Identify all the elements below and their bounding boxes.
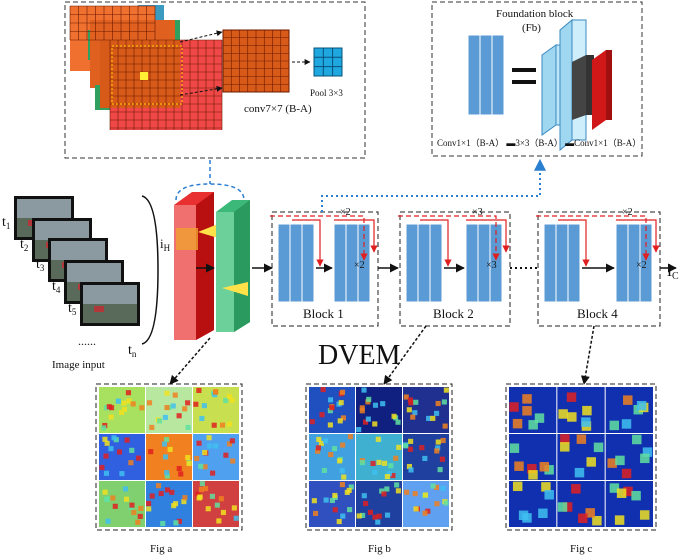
block-repeat-top: ×2	[622, 207, 633, 218]
block-label: Block 1	[303, 306, 344, 321]
stem-yellow-cone-2	[222, 282, 248, 296]
fig-a	[95, 383, 243, 531]
feature-map-figures	[95, 383, 657, 531]
image-input-label: Image input	[52, 359, 105, 371]
block-repeat-inner: ×2	[636, 260, 647, 271]
block-label: Block 4	[577, 306, 618, 321]
block-2: ×3 ×3 Block 2	[398, 207, 511, 327]
pool-grid	[313, 47, 343, 77]
frame-label: t1	[2, 215, 10, 231]
input-frame	[80, 282, 140, 326]
pool-label: Pool 3×3	[310, 88, 343, 98]
frame-label: tn	[128, 343, 137, 359]
stem-red-layer	[174, 192, 214, 340]
to-fig-c-arrow	[580, 325, 595, 385]
block-3: ×2 ×2 Block 4	[536, 207, 661, 327]
block-repeat-top: ×2	[340, 207, 351, 218]
foundation-left-blocks	[467, 34, 505, 116]
frame-label: t3	[36, 257, 45, 273]
fig-c	[505, 383, 657, 531]
foundation-link	[321, 158, 546, 212]
frame-dots: ......	[78, 334, 96, 348]
residual-blocks: ×2 ×2 Block 1 ×3 ×3 Block 2 ×2 ×2 Block 4	[270, 207, 661, 327]
fig-b-label: Fig b	[368, 543, 391, 555]
block-repeat-inner: ×3	[486, 260, 497, 271]
conv-output-grid	[222, 29, 290, 93]
block-label: Block 2	[433, 306, 474, 321]
conv-label: conv7×7 (B-A)	[244, 103, 312, 115]
conv-input-grids	[69, 5, 223, 130]
frame-label: t5	[68, 301, 77, 317]
block-repeat-inner: ×2	[354, 260, 365, 271]
foundation-title: Foundation block	[496, 8, 574, 20]
block-repeat-top: ×3	[472, 207, 483, 218]
to-fig-b-arrow	[383, 325, 427, 385]
fig-b	[305, 383, 453, 531]
frame-label: t2	[20, 237, 28, 253]
frame-label: t4	[52, 279, 61, 295]
fig-c-label: Fig c	[570, 543, 592, 555]
conv-inset-box	[64, 1, 366, 159]
i-c-label: iC	[667, 260, 679, 282]
block-1: ×2 ×2 Block 1	[270, 207, 379, 327]
equals-sign	[512, 68, 536, 84]
i-h-label: iH	[160, 236, 171, 253]
fig-a-label: Fig a	[150, 543, 172, 555]
conv-arrow-top	[179, 30, 223, 43]
conv-arrow-bottom	[179, 85, 223, 96]
input-brace	[141, 195, 159, 345]
stem-green-layer	[216, 200, 250, 332]
foundation-subtitle: (Fb)	[522, 22, 541, 34]
foundation-inset-box	[431, 1, 643, 157]
to-fig-a-arrow	[169, 337, 211, 385]
foundation-3d-blocks	[541, 18, 612, 152]
dvem-label: DVEM	[318, 340, 401, 371]
input-frames: t1 t2 t3 t4 t5...... tn	[2, 196, 140, 359]
stem-bracket	[175, 183, 245, 201]
stem-yellow-cone	[198, 224, 218, 238]
foundation-legend: Conv1×1（B-A） ▬3×3（B-A） ▬Conv1×1（B-A）	[437, 138, 641, 148]
